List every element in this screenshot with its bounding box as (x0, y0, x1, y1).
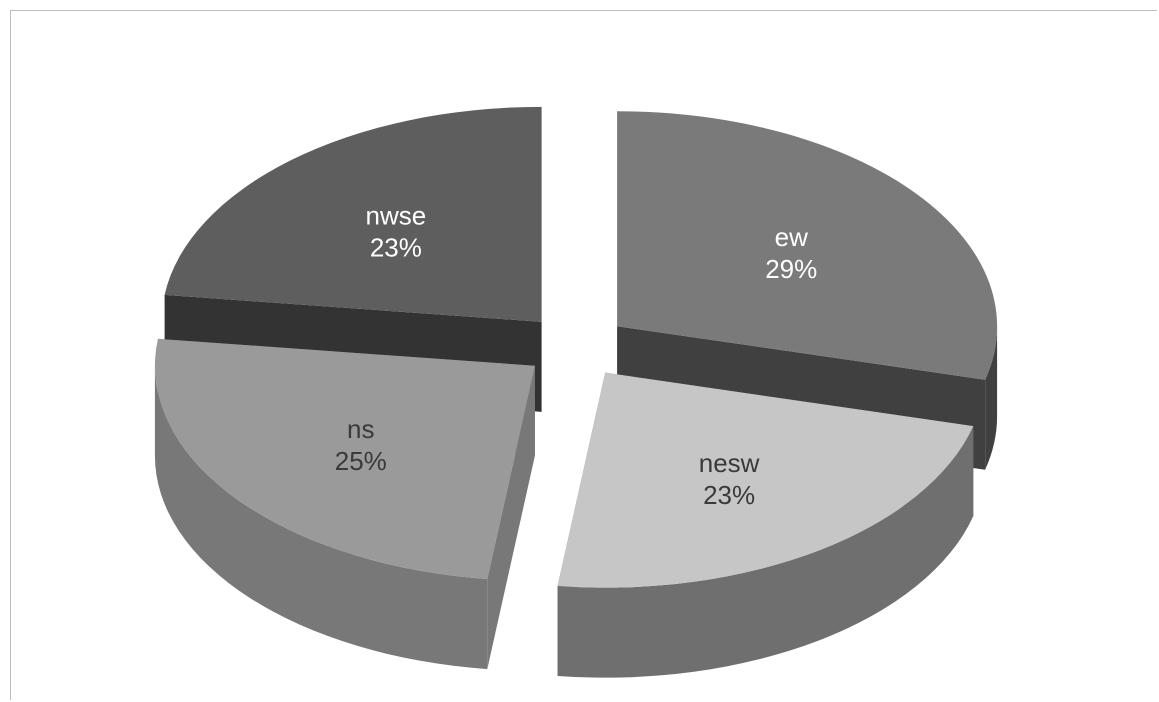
slice-top-ns (154, 338, 535, 580)
slice-name-label: ns (347, 414, 374, 444)
slice-name-label: nesw (699, 448, 760, 478)
slice-top-nwse (164, 106, 542, 322)
slice-name-label: nwse (366, 200, 427, 230)
chart-frame: ew 29% nesw 23% ns 25% nwse 23% (10, 10, 1157, 700)
slice-percent-label: 23% (370, 232, 422, 262)
slice-percent-label: 25% (335, 446, 387, 476)
slice-percent-label: 23% (703, 480, 755, 510)
slice-percent-label: 29% (765, 254, 817, 284)
slice-top-nesw (557, 372, 974, 588)
slice-name-label: ew (775, 222, 808, 252)
slice-rim-nesw (557, 426, 974, 678)
slice-top-ew (617, 111, 998, 380)
slice-rim-ns (154, 365, 488, 670)
slice-tops (154, 106, 998, 588)
slice-rim-ew (985, 326, 998, 470)
